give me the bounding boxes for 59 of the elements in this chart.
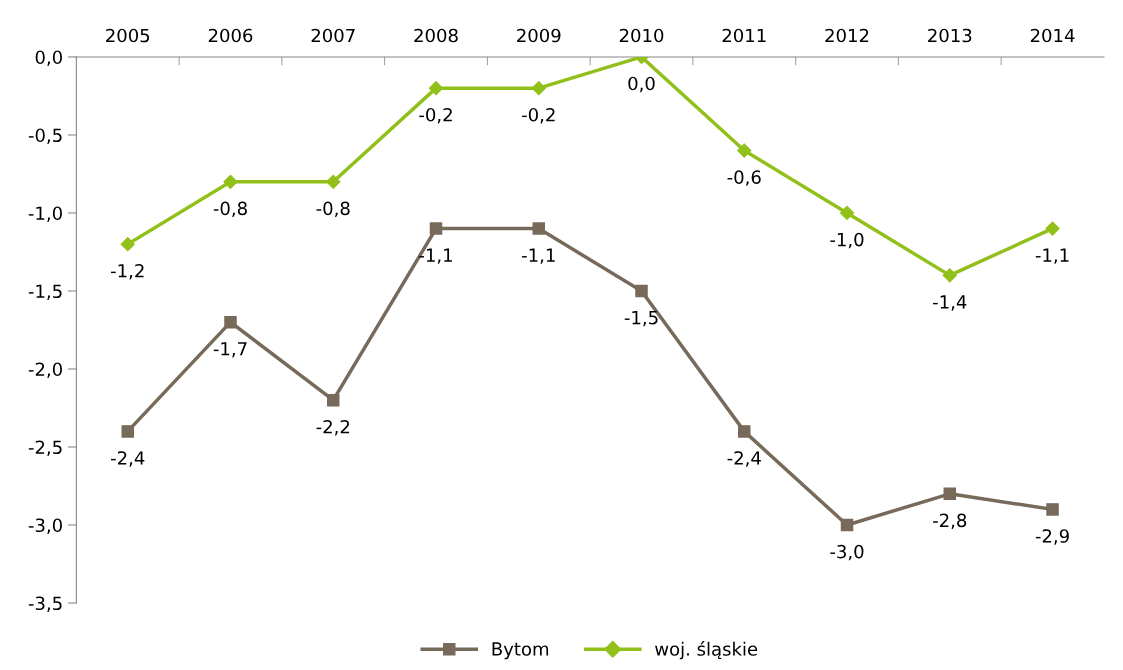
- data-label: -1,5: [624, 310, 658, 327]
- y-tick-label: -0,5: [28, 128, 62, 144]
- legend-label: Bytom: [492, 642, 549, 660]
- point: [942, 268, 957, 283]
- data-label: -1,1: [522, 248, 555, 264]
- data-label: -2,9: [1035, 529, 1069, 545]
- data-label: -0,2: [419, 107, 452, 124]
- data-label: -2,4: [111, 451, 145, 467]
- x-tick-label: 2007: [311, 28, 355, 43]
- point: [1046, 503, 1059, 516]
- x-tick-label: 2008: [414, 28, 458, 43]
- point: [635, 284, 648, 298]
- point: [223, 174, 238, 189]
- legend-label: woj. śląskie: [655, 641, 758, 660]
- data-label: -1,7: [213, 342, 247, 358]
- x-tick-label: 2012: [825, 28, 869, 43]
- y-tick-label: -3,5: [28, 596, 62, 612]
- point: [1045, 221, 1060, 236]
- point: [943, 487, 957, 501]
- y-tick-label: -2,0: [28, 362, 62, 378]
- data-label: -0,2: [522, 107, 555, 124]
- point: [326, 174, 341, 189]
- x-tick-label: 2011: [722, 28, 766, 43]
- point: [326, 393, 340, 407]
- point: [429, 222, 443, 235]
- point: [839, 205, 855, 221]
- point: [531, 81, 546, 96]
- y-tick-label: -1,0: [28, 206, 62, 222]
- point: [120, 237, 135, 252]
- point: [840, 518, 854, 532]
- data-label: -0,8: [316, 201, 350, 218]
- data-label: -1,1: [1035, 248, 1069, 264]
- data-label: -0,8: [213, 201, 247, 218]
- data-label: -0,6: [727, 170, 761, 186]
- y-tick-label: 0,0: [35, 50, 62, 66]
- data-label: -2,8: [933, 513, 967, 530]
- point: [532, 222, 546, 235]
- data-label: -1,2: [111, 263, 144, 280]
- x-tick-label: 2005: [106, 28, 150, 43]
- x-tick-label: 2013: [928, 28, 972, 43]
- point: [224, 315, 237, 329]
- x-tick-label: 2010: [619, 28, 664, 43]
- data-label: -3,0: [830, 544, 864, 561]
- data-label: -1,0: [830, 232, 864, 249]
- y-tick-label: -2,5: [28, 440, 62, 456]
- x-tick-label: 2006: [208, 28, 253, 43]
- y-tick-label: -1,5: [28, 284, 62, 300]
- data-label: -1,1: [419, 248, 452, 264]
- x-tick-label: 2014: [1030, 28, 1075, 43]
- data-label: -2,2: [316, 419, 350, 436]
- point: [428, 81, 444, 96]
- data-label: -1,4: [933, 295, 967, 311]
- point: [737, 143, 752, 158]
- point: [121, 425, 134, 438]
- x-tick-label: 2009: [517, 28, 561, 43]
- y-tick-label: -3,0: [28, 518, 62, 534]
- point: [738, 425, 751, 438]
- data-label: -2,4: [727, 451, 761, 467]
- data-label: 0,0: [628, 76, 655, 93]
